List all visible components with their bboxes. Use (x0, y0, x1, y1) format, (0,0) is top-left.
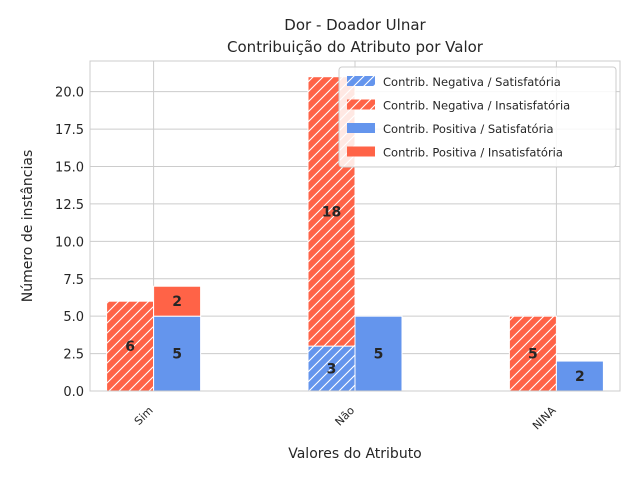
chart-subtitle: Contribuição do Atributo por Valor (227, 38, 484, 56)
bar-positiva-0-3 (153, 286, 201, 317)
bar-edge (307, 76, 356, 347)
y-tick-label: 2.5 (63, 348, 84, 363)
x-tick-label: NINA (530, 404, 559, 433)
bar-value-label: 5 (374, 347, 384, 363)
x-axis-label: Valores do Atributo (288, 446, 422, 462)
y-tick-label: 12.5 (55, 198, 84, 213)
y-tick-label: 20.0 (55, 86, 84, 101)
bar-value-label: 5 (172, 347, 182, 363)
y-axis-label: Número de instâncias (20, 150, 36, 302)
x-tick-label: Sim (132, 404, 156, 428)
bar-positiva-1-2 (355, 316, 402, 391)
y-tick-label: 10.0 (55, 235, 84, 250)
legend-swatch-hatch (347, 76, 375, 86)
bar-value-label: 2 (575, 369, 585, 385)
bar-value-label: 5 (528, 347, 538, 363)
legend-swatch (347, 123, 375, 133)
x-tick-label: Não (333, 404, 358, 429)
bar-positiva-0-2 (153, 316, 201, 391)
bar-value-label: 6 (125, 339, 135, 355)
legend-frame (338, 66, 617, 168)
legend-swatch (347, 146, 375, 157)
legend-entry: Contrib. Negativa / Insatisfatória (383, 99, 570, 113)
bar-hatch-overlay (106, 301, 154, 391)
legend-entry: Contrib. Positiva / Satisfatória (383, 122, 554, 136)
legend-entry: Contrib. Positiva / Insatisfatória (383, 146, 563, 160)
y-tick-label: 5.0 (63, 310, 84, 325)
y-tick-label: 15.0 (55, 161, 84, 176)
y-tick-label: 7.5 (63, 273, 84, 288)
bar-value-label: 2 (172, 294, 182, 310)
plot-frame (89, 60, 621, 392)
bar-value-label: 18 (322, 204, 341, 220)
y-tick-label: 0.0 (63, 385, 84, 400)
legend-entry: Contrib. Negativa / Satisfatória (383, 75, 561, 89)
bar-value-label: 3 (327, 362, 337, 378)
bar-edge (153, 285, 202, 317)
y-tick-label: 17.5 (55, 123, 84, 138)
bar-positiva-2-2 (556, 361, 604, 391)
bar-hatch-overlay (308, 346, 355, 391)
legend-swatch-hatch (347, 99, 375, 110)
chart-title: Dor - Doador Ulnar (284, 16, 426, 34)
legend: Contrib. Negativa / Satisfatória Contrib.… (338, 66, 617, 168)
bar-hatch-overlay (509, 316, 557, 391)
